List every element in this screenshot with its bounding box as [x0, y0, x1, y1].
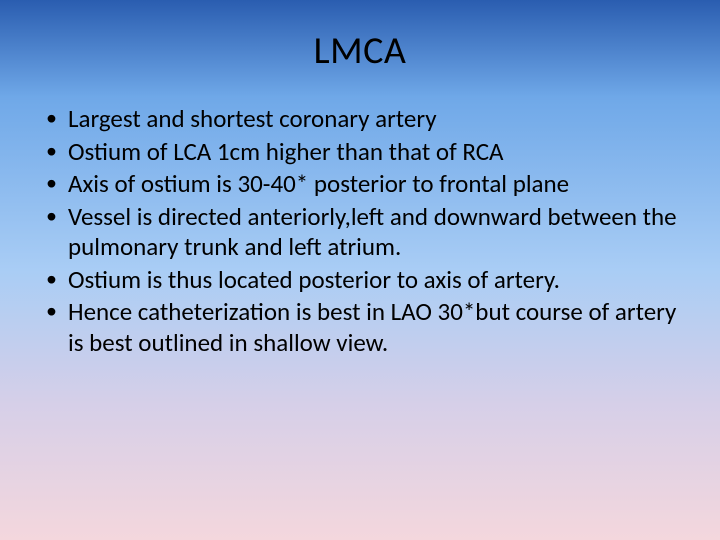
slide: LMCA Largest and shortest coronary arter… [0, 0, 720, 540]
list-item: Largest and shortest coronary artery [40, 104, 680, 135]
list-item: Vessel is directed anteriorly,left and d… [40, 202, 680, 263]
list-item: Axis of ostium is 30-40* posterior to fr… [40, 169, 680, 200]
list-item: Ostium is thus located posterior to axis… [40, 265, 680, 296]
list-item: Ostium of LCA 1cm higher than that of RC… [40, 137, 680, 168]
bullet-list: Largest and shortest coronary artery Ost… [40, 104, 680, 358]
slide-body: Largest and shortest coronary artery Ost… [0, 94, 720, 358]
list-item: Hence catheterization is best in LAO 30*… [40, 297, 680, 358]
slide-title: LMCA [0, 0, 720, 94]
